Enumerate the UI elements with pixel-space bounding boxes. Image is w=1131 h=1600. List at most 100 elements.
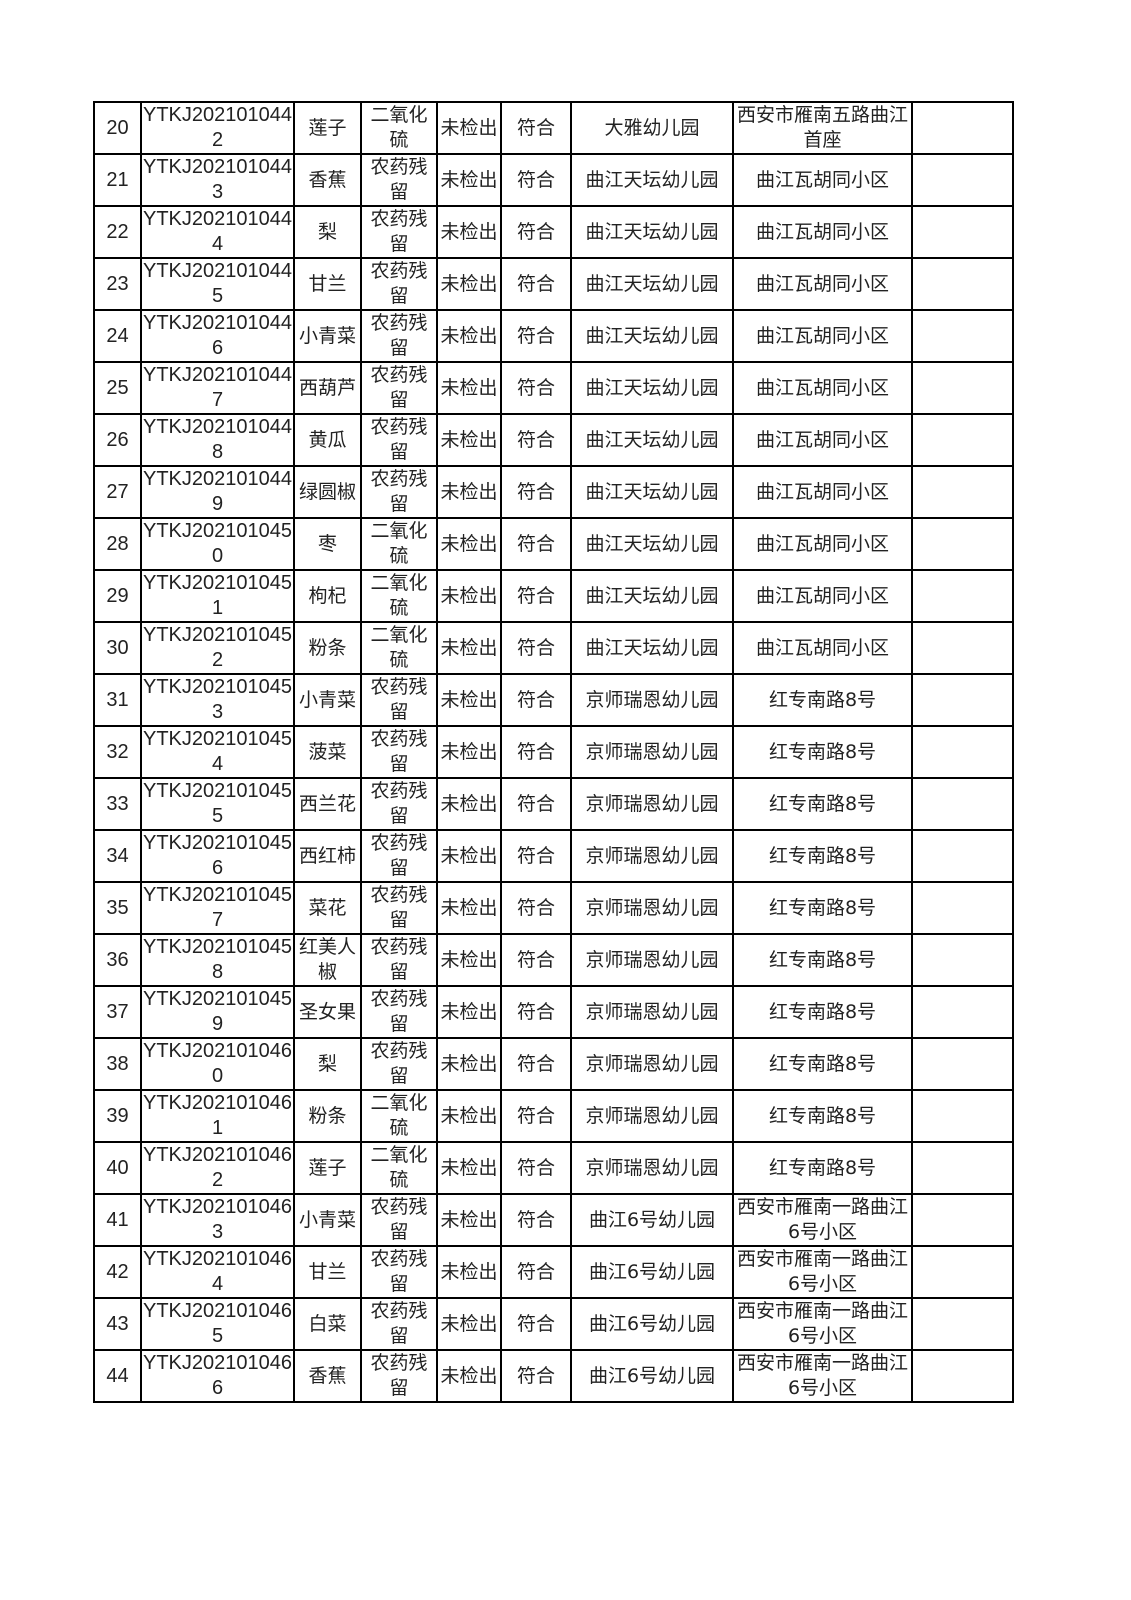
row-number-cell: 29 (93, 569, 142, 623)
address-cell: 曲江瓦胡同小区 (732, 621, 913, 675)
test-item-cell: 二氧化硫 (360, 621, 438, 675)
test-item-cell: 农药残留 (360, 933, 438, 987)
remarks-cell (911, 309, 1014, 363)
table-row: 31 YTKJ2021010453 小青菜 农药残留 未检出 符合 京师瑞恩幼儿园 红专南路8… (93, 673, 1014, 727)
conclusion-cell: 符合 (500, 1349, 572, 1403)
sampled-unit-cell: 曲江天坛幼儿园 (570, 309, 734, 363)
address-cell: 西安市雁南一路曲江6号小区 (732, 1245, 913, 1299)
test-item-cell: 农药残留 (360, 413, 438, 467)
row-number-cell: 25 (93, 361, 142, 415)
test-item-cell: 二氧化硫 (360, 101, 438, 155)
row-number-cell: 36 (93, 933, 142, 987)
test-item-cell: 二氧化硫 (360, 1141, 438, 1195)
sample-name-cell: 香蕉 (293, 1349, 362, 1403)
sample-code-cell: YTKJ2021010465 (140, 1297, 295, 1351)
sample-name-cell: 莲子 (293, 101, 362, 155)
conclusion-cell: 符合 (500, 725, 572, 779)
remarks-cell (911, 101, 1014, 155)
table-row: 32 YTKJ2021010454 菠菜 农药残留 未检出 符合 京师瑞恩幼儿园 红专南路8号 (93, 725, 1014, 779)
table-row: 39 YTKJ2021010461 粉条 二氧化硫 未检出 符合 京师瑞恩幼儿园 红专南路8号 (93, 1089, 1014, 1143)
sample-name-cell: 小青菜 (293, 309, 362, 363)
test-item-cell: 农药残留 (360, 1349, 438, 1403)
test-result-cell: 未检出 (436, 1349, 502, 1403)
sample-code-cell: YTKJ2021010462 (140, 1141, 295, 1195)
test-item-cell: 二氧化硫 (360, 517, 438, 571)
conclusion-cell: 符合 (500, 1245, 572, 1299)
address-cell: 红专南路8号 (732, 777, 913, 831)
sample-code-cell: YTKJ2021010457 (140, 881, 295, 935)
sample-name-cell: 小青菜 (293, 1193, 362, 1247)
test-result-cell: 未检出 (436, 673, 502, 727)
table-row: 33 YTKJ2021010455 西兰花 农药残留 未检出 符合 京师瑞恩幼儿园 红专南路8… (93, 777, 1014, 831)
table-row: 41 YTKJ2021010463 小青菜 农药残留 未检出 符合 曲江6号幼儿园 西安市雁南… (93, 1193, 1014, 1247)
test-result-cell: 未检出 (436, 517, 502, 571)
sample-code-cell: YTKJ2021010447 (140, 361, 295, 415)
address-cell: 红专南路8号 (732, 881, 913, 935)
sample-code-cell: YTKJ2021010466 (140, 1349, 295, 1403)
sampled-unit-cell: 京师瑞恩幼儿园 (570, 1037, 734, 1091)
address-cell: 曲江瓦胡同小区 (732, 465, 913, 519)
row-number-cell: 21 (93, 153, 142, 207)
row-number-cell: 44 (93, 1349, 142, 1403)
test-result-cell: 未检出 (436, 1245, 502, 1299)
test-item-cell: 二氧化硫 (360, 1089, 438, 1143)
table-row: 42 YTKJ2021010464 甘兰 农药残留 未检出 符合 曲江6号幼儿园 西安市雁南一… (93, 1245, 1014, 1299)
sampled-unit-cell: 京师瑞恩幼儿园 (570, 829, 734, 883)
sampled-unit-cell: 京师瑞恩幼儿园 (570, 1089, 734, 1143)
test-result-cell: 未检出 (436, 985, 502, 1039)
table-row: 44 YTKJ2021010466 香蕉 农药残留 未检出 符合 曲江6号幼儿园 西安市雁南一… (93, 1349, 1014, 1403)
test-item-cell: 农药残留 (360, 1245, 438, 1299)
sampled-unit-cell: 曲江6号幼儿园 (570, 1193, 734, 1247)
conclusion-cell: 符合 (500, 621, 572, 675)
row-number-cell: 31 (93, 673, 142, 727)
test-result-cell: 未检出 (436, 257, 502, 311)
row-number-cell: 20 (93, 101, 142, 155)
test-item-cell: 二氧化硫 (360, 569, 438, 623)
table-row: 35 YTKJ2021010457 菜花 农药残留 未检出 符合 京师瑞恩幼儿园 红专南路8号 (93, 881, 1014, 935)
test-item-cell: 农药残留 (360, 257, 438, 311)
sampled-unit-cell: 京师瑞恩幼儿园 (570, 1141, 734, 1195)
conclusion-cell: 符合 (500, 413, 572, 467)
sampled-unit-cell: 京师瑞恩幼儿园 (570, 673, 734, 727)
sample-name-cell: 甘兰 (293, 1245, 362, 1299)
row-number-cell: 30 (93, 621, 142, 675)
table-row: 25 YTKJ2021010447 西葫芦 农药残留 未检出 符合 曲江天坛幼儿园 曲江瓦胡同… (93, 361, 1014, 415)
conclusion-cell: 符合 (500, 153, 572, 207)
conclusion-cell: 符合 (500, 101, 572, 155)
table-row: 21 YTKJ2021010443 香蕉 农药残留 未检出 符合 曲江天坛幼儿园 曲江瓦胡同小… (93, 153, 1014, 207)
remarks-cell (911, 881, 1014, 935)
test-result-cell: 未检出 (436, 621, 502, 675)
remarks-cell (911, 1037, 1014, 1091)
test-result-cell: 未检出 (436, 1297, 502, 1351)
table-row: 28 YTKJ2021010450 枣二氧化硫 未检出 符合 曲江天坛幼儿园 曲江瓦胡同小区 (93, 517, 1014, 571)
address-cell: 西安市雁南一路曲江6号小区 (732, 1349, 913, 1403)
sampled-unit-cell: 京师瑞恩幼儿园 (570, 725, 734, 779)
sampled-unit-cell: 京师瑞恩幼儿园 (570, 933, 734, 987)
sample-code-cell: YTKJ2021010445 (140, 257, 295, 311)
sample-code-cell: YTKJ2021010458 (140, 933, 295, 987)
table-row: 30 YTKJ2021010452 粉条 二氧化硫 未检出 符合 曲江天坛幼儿园 曲江瓦胡同小… (93, 621, 1014, 675)
address-cell: 红专南路8号 (732, 673, 913, 727)
address-cell: 红专南路8号 (732, 985, 913, 1039)
sample-name-cell: 梨 (293, 1037, 362, 1091)
sampled-unit-cell: 京师瑞恩幼儿园 (570, 777, 734, 831)
sampled-unit-cell: 曲江6号幼儿园 (570, 1349, 734, 1403)
sample-name-cell: 绿圆椒 (293, 465, 362, 519)
test-item-cell: 农药残留 (360, 985, 438, 1039)
row-number-cell: 42 (93, 1245, 142, 1299)
sample-code-cell: YTKJ2021010453 (140, 673, 295, 727)
sampled-unit-cell: 京师瑞恩幼儿园 (570, 985, 734, 1039)
test-item-cell: 农药残留 (360, 361, 438, 415)
test-result-cell: 未检出 (436, 205, 502, 259)
test-result-cell: 未检出 (436, 881, 502, 935)
sampled-unit-cell: 曲江6号幼儿园 (570, 1297, 734, 1351)
row-number-cell: 34 (93, 829, 142, 883)
test-item-cell: 农药残留 (360, 465, 438, 519)
conclusion-cell: 符合 (500, 777, 572, 831)
test-item-cell: 农药残留 (360, 205, 438, 259)
remarks-cell (911, 1349, 1014, 1403)
remarks-cell (911, 413, 1014, 467)
sample-code-cell: YTKJ2021010451 (140, 569, 295, 623)
conclusion-cell: 符合 (500, 1141, 572, 1195)
table-row: 23 YTKJ2021010445 甘兰 农药残留 未检出 符合 曲江天坛幼儿园 曲江瓦胡同小… (93, 257, 1014, 311)
